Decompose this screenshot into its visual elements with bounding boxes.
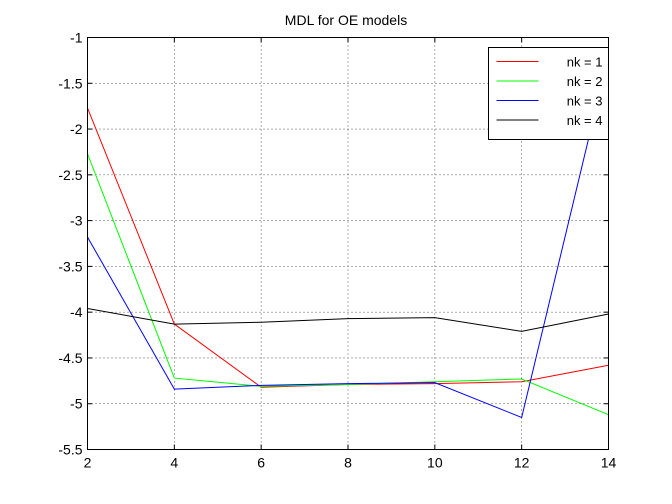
x-tick-label: 14 [601, 455, 617, 471]
y-tick-label: -1.5 [58, 75, 82, 91]
legend: nk = 1 nk = 2 nk = 3 nk = 4 [488, 47, 609, 140]
y-tick-label: -3 [70, 213, 83, 229]
legend-label: nk = 2 [567, 74, 603, 89]
x-tick-label: 12 [514, 455, 530, 471]
y-tick-label: -4.5 [58, 350, 82, 366]
series-line-nk-2 [87, 153, 609, 416]
legend-box [488, 47, 609, 140]
y-tick-label: -1 [70, 30, 83, 46]
series-line-nk-3 [87, 55, 609, 419]
y-tick-label: -4 [70, 304, 83, 320]
legend-label: nk = 4 [567, 113, 603, 128]
legend-label: nk = 1 [567, 55, 603, 70]
y-tick-label: -5.5 [58, 442, 82, 458]
x-tick-label: 4 [170, 455, 178, 471]
x-tick-label: 8 [344, 455, 352, 471]
x-tick-label: 10 [427, 455, 443, 471]
axis-ticks: 2 4 6 8 10 12 14 -1 -1.5 -2 -2.5 -3 -3.5 -4 -4.5 -5 -5.5 [58, 30, 616, 471]
series-lines [87, 55, 609, 419]
y-tick-label: -3.5 [58, 258, 82, 274]
x-tick-label: 2 [84, 455, 92, 471]
y-tick-label: -2 [70, 121, 83, 137]
x-tick-label: 6 [257, 455, 265, 471]
legend-label: nk = 3 [567, 94, 603, 109]
y-tick-label: -5 [70, 396, 83, 412]
chart-title: MDL for OE models [285, 12, 407, 28]
grid [87, 37, 609, 450]
series-line-nk-4 [87, 308, 609, 332]
y-tick-label: -2.5 [58, 167, 82, 183]
